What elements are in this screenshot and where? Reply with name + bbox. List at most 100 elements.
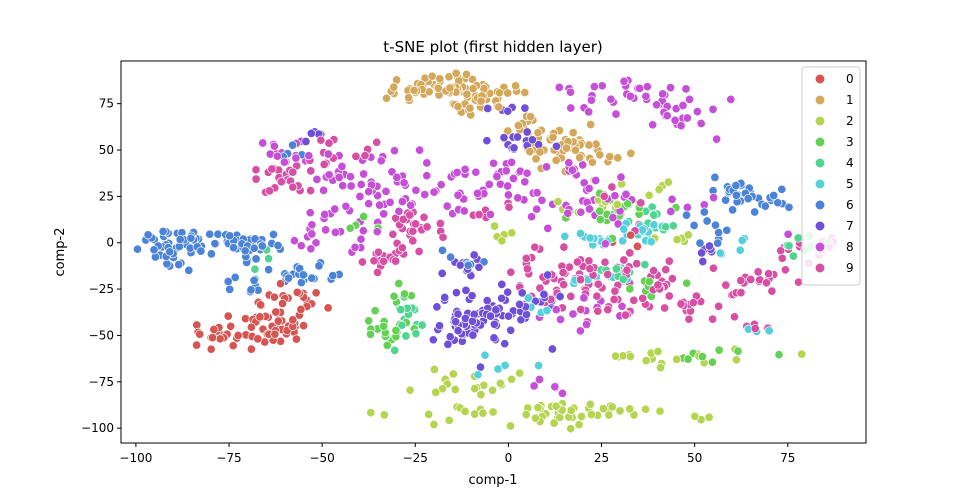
scatter-point-class-5 [480,350,490,360]
scatter-point-class-7 [474,262,484,272]
legend-marker-3 [814,136,826,148]
scatter-point-class-6 [769,190,779,201]
y-tick-label: −50 [89,328,114,342]
scatter-point-class-6 [284,273,294,283]
scatter-point-class-3 [623,199,633,209]
scatter-point-class-8 [550,382,560,392]
scatter-point-class-7 [483,103,493,114]
scatter-point-class-8 [522,168,532,178]
scatter-point-class-6 [175,234,185,245]
scatter-point-class-7 [451,317,461,327]
scatter-point-class-8 [503,181,513,191]
scatter-point-class-4 [390,345,400,355]
x-tick-label: 0 [505,451,513,465]
scatter-point-class-0 [291,334,301,344]
scatter-point-class-9 [306,166,316,176]
scatter-point-class-5 [649,220,659,230]
scatter-point-class-6 [149,245,159,255]
scatter-point-class-5 [560,231,570,241]
scatter-point-class-2 [690,411,700,421]
scatter-point-class-5 [764,326,774,336]
scatter-point-class-1 [570,145,580,155]
legend-label-7: 7 [846,219,854,233]
scatter-point-class-9 [622,265,632,275]
scatter-point-class-3 [625,284,635,294]
scatter-point-class-7 [512,132,523,142]
scatter-point-class-7 [697,248,707,258]
scatter-point-class-6 [210,239,220,249]
scatter-point-class-1 [468,84,478,94]
scatter-point-class-1 [409,85,419,95]
scatter-point-class-7 [704,241,714,251]
scatter-point-class-1 [381,93,392,103]
scatter-point-class-2 [460,406,470,416]
scatter-point-class-6 [760,201,770,211]
scatter-point-class-8 [726,94,736,104]
scatter-point-class-7 [503,311,514,321]
scatter-point-class-0 [246,344,256,354]
scatter-point-class-2 [574,420,584,430]
scatter-point-class-6 [314,261,324,271]
scatter-point-class-1 [548,132,558,142]
scatter-point-class-1 [561,143,572,153]
scatter-point-class-2 [672,235,682,245]
scatter-point-class-9 [599,191,609,201]
scatter-point-class-8 [321,225,331,235]
scatter-point-class-7 [461,285,471,295]
scatter-point-class-8 [397,196,407,207]
scatter-point-class-9 [351,151,361,161]
scatter-point-class-8 [320,209,330,220]
scatter-point-class-3 [595,215,605,225]
scatter-point-class-8 [667,194,677,204]
scatter-point-class-8 [576,207,586,217]
scatter-point-class-6 [437,245,448,255]
scatter-point-class-1 [453,102,463,112]
scatter-point-class-4 [618,274,628,284]
scatter-point-class-8 [460,164,470,174]
scatter-point-class-8 [670,115,680,125]
scatter-point-class-8 [520,177,530,187]
scatter-point-class-1 [465,103,475,113]
scatter-point-class-6 [223,276,233,287]
scatter-point-class-0 [276,336,286,346]
scatter-point-class-8 [532,204,542,214]
scatter-point-class-5 [575,228,586,239]
scatter-point-class-7 [434,321,445,331]
scatter-point-class-7 [453,309,463,319]
scatter-point-class-9 [251,165,261,175]
scatter-point-class-0 [240,314,251,324]
scatter-point-class-9 [688,298,698,308]
scatter-point-class-0 [256,300,266,310]
scatter-point-class-0 [632,241,642,251]
scatter-point-class-3 [707,357,717,367]
scatter-point-class-8 [584,183,594,194]
scatter-point-class-7 [555,291,565,302]
scatter-point-class-7 [547,344,557,354]
scatter-point-class-2 [615,406,625,416]
scatter-point-class-8 [392,172,402,182]
scatter-point-class-2 [478,408,488,418]
scatter-point-class-1 [451,68,461,78]
scatter-point-class-1 [445,83,455,93]
scatter-point-class-1 [613,153,623,163]
scatter-point-class-0 [207,333,218,343]
scatter-point-class-3 [595,206,605,216]
scatter-point-class-3 [394,278,404,289]
scatter-point-class-2 [625,351,635,362]
y-axis-label: comp-2 [53,228,68,277]
scatter-point-class-2 [505,421,516,431]
scatter-point-class-8 [492,171,502,182]
scatter-point-class-2 [641,356,651,366]
scatter-point-class-9 [653,280,663,290]
scatter-point-class-6 [750,207,760,217]
scatter-point-class-3 [379,321,389,331]
scatter-point-class-8 [513,193,523,203]
scatter-point-class-7 [517,288,527,298]
scatter-point-class-9 [566,291,576,301]
scatter-point-class-1 [444,72,454,82]
scatter-point-class-2 [553,197,563,207]
legend-marker-9 [814,262,826,274]
scatter-point-class-1 [511,81,521,91]
scatter-point-class-8 [385,197,395,207]
